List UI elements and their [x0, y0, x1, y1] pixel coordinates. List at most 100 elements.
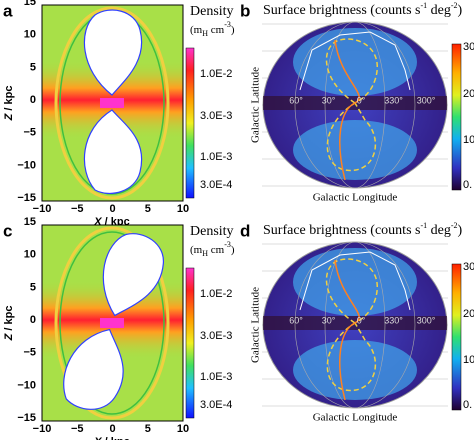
meridian [294, 21, 416, 189]
x-tick-label: 0 [109, 203, 115, 215]
colorbar-tick-label: 3.0E-3 [200, 110, 232, 122]
text-part: H [202, 249, 208, 258]
lobe-south [293, 340, 417, 400]
text-part: X [93, 216, 102, 228]
text-part: Z [3, 112, 15, 121]
x-tick-label: 5 [145, 423, 151, 435]
colorbar-unit: (mH cm-3) [190, 240, 235, 258]
longitude-label: 60° [289, 95, 303, 105]
colorbar-tick-label: 0. [463, 399, 472, 411]
x-axis-label: X / kpc [93, 436, 129, 440]
text-part: H [202, 29, 208, 38]
text-part: / kpc [3, 306, 15, 334]
text-part: -1 [420, 1, 427, 10]
text-part: cm [208, 24, 225, 36]
y-tick-label: −10 [17, 379, 36, 391]
y-tick-label: −15 [17, 412, 36, 424]
y-tick-label: 5 [30, 281, 36, 293]
colorbar-tick-label: 20. [463, 88, 474, 100]
density-map [41, 4, 184, 202]
colorbar-tick-label: 3.0E-4 [200, 179, 232, 191]
colorbar [185, 267, 195, 419]
longitude-label: 0° [357, 315, 366, 325]
text-part: Surface brightness (counts s [263, 3, 420, 18]
x-tick-label: 0 [109, 423, 115, 435]
lobe-north [293, 28, 417, 96]
y-tick-label: 15 [24, 216, 36, 228]
sky-map [262, 21, 448, 189]
text-part: / kpc [3, 86, 15, 114]
y-axis-label: Galactic Latitude [250, 287, 262, 363]
x-tick-label: −5 [71, 203, 84, 215]
x-tick-label: 10 [177, 203, 189, 215]
text-part: -3 [224, 240, 231, 249]
longitude-label: 300° [417, 95, 436, 105]
shell [54, 226, 170, 420]
bubble [83, 9, 143, 194]
y-tick-label: 10 [24, 249, 36, 261]
trace [299, 251, 411, 311]
colorbar-tick-label: 30. [463, 261, 474, 273]
panel-letter: c [3, 221, 12, 240]
x-tick-label: −10 [33, 423, 52, 435]
frame [41, 4, 184, 202]
colorbar-tick-label: 3.0E-4 [200, 399, 232, 411]
panel-title: Surface brightness (counts s-1 deg-2) [263, 1, 463, 18]
x-tick-label: 10 [177, 423, 189, 435]
colorbar [451, 263, 462, 411]
text-part: ) [458, 223, 463, 238]
panel-title: Surface brightness (counts s-1 deg-2) [263, 221, 463, 238]
y-axis-label: Z / kpc [3, 86, 15, 122]
lobe-south [293, 120, 417, 180]
text-part: -3 [224, 20, 231, 29]
colorbar-tick-label: 3.0E-3 [200, 330, 232, 342]
text-part: -2 [451, 221, 458, 230]
text-part: -2 [451, 1, 458, 10]
y-tick-label: −5 [23, 127, 36, 139]
text-part: cm [208, 244, 225, 256]
text-part: / kpc [102, 436, 130, 440]
colorbar-tick-label: 30. [463, 41, 474, 53]
meridian [294, 241, 416, 409]
colorbar-tick-label: 10. [463, 354, 474, 366]
longitude-label: 60° [289, 315, 303, 325]
colorbar-title: Density [190, 4, 234, 19]
panel: b Surface brightness (counts s-1 deg-2) 60… [240, 1, 474, 203]
colorbar [185, 47, 195, 199]
x-axis-label: Galactic Longitude [313, 412, 398, 424]
longitude-label: 30° [322, 315, 336, 325]
bubble [63, 233, 164, 410]
text-part: Z [3, 332, 15, 341]
y-tick-label: 0 [30, 94, 36, 106]
panel-letter: d [240, 221, 250, 240]
longitude-label: 330° [384, 315, 403, 325]
y-axis-label: Galactic Latitude [250, 67, 262, 143]
track [334, 39, 360, 181]
text-part: deg [427, 3, 451, 18]
longitude-label: 0° [357, 95, 366, 105]
longitude-label: 330° [384, 95, 403, 105]
x-axis-label: Galactic Longitude [313, 192, 398, 204]
y-tick-label: −15 [17, 192, 36, 204]
colorbar-tick-label: 1.0E-2 [200, 288, 232, 300]
text-part: ) [231, 24, 235, 36]
colorbar-tick-label: 0. [463, 179, 472, 191]
text-part: Surface brightness (counts s [263, 223, 420, 238]
panel-letter: b [240, 1, 250, 20]
density-map [41, 224, 184, 422]
y-tick-label: −10 [17, 159, 36, 171]
colorbar-tick-label: 1.0E-3 [200, 151, 232, 163]
y-tick-label: 15 [24, 0, 36, 8]
colorbar-unit: (mH cm-3) [190, 20, 235, 38]
lobe-north [293, 248, 417, 316]
frame [41, 224, 184, 422]
colorbar-tick-label: 1.0E-2 [200, 68, 232, 80]
text-part: X [93, 436, 102, 440]
text-part: (m [190, 244, 203, 256]
text-part: (m [190, 24, 203, 36]
y-tick-label: 5 [30, 61, 36, 73]
text-part: ) [458, 3, 463, 18]
core [100, 98, 124, 108]
